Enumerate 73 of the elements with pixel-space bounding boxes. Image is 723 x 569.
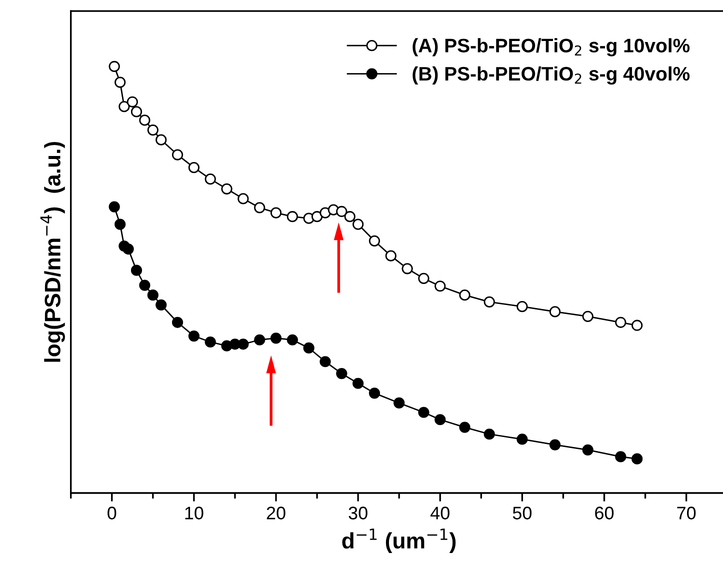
point: [336, 206, 348, 218]
point: [582, 310, 594, 322]
x-tick-label: 60: [595, 506, 614, 520]
point: [459, 422, 470, 433]
point: [238, 193, 249, 204]
point: [516, 434, 528, 445]
point: [254, 334, 266, 346]
point: [385, 250, 396, 262]
point: [352, 218, 364, 230]
point: [270, 207, 282, 218]
x-tick-label: 10: [185, 506, 204, 520]
point: [147, 290, 158, 301]
point: [118, 101, 130, 112]
point: [320, 356, 331, 368]
point: [368, 235, 380, 246]
point: [139, 280, 150, 291]
point: [172, 316, 184, 328]
point: [418, 272, 430, 284]
point: [172, 149, 184, 160]
x-tick-label: 50: [512, 506, 532, 520]
x-tick-label: 20: [266, 506, 286, 520]
point: [114, 218, 126, 230]
point: [114, 76, 126, 88]
point: [352, 378, 364, 389]
point: [632, 320, 643, 331]
point: [336, 368, 348, 380]
point: [221, 183, 232, 194]
point: [286, 334, 298, 346]
point: [311, 211, 323, 222]
point: [434, 414, 446, 426]
point: [418, 406, 430, 418]
point: [254, 202, 266, 214]
point: [402, 263, 413, 274]
point: [204, 174, 216, 185]
x-tick-label: 30: [348, 506, 368, 520]
point: [122, 243, 134, 255]
y-axis-title: log(PSD/nm$^{−4}$) (a.u.): [40, 142, 65, 362]
point: [615, 316, 626, 328]
point: [108, 60, 120, 72]
x-axis-title: d$^{−1}$ (um$^{−1}$): [342, 528, 456, 554]
point: [344, 211, 356, 222]
point: [303, 342, 314, 354]
point: [394, 397, 405, 409]
point: [434, 280, 446, 292]
point: [139, 114, 150, 126]
point: [582, 444, 594, 456]
x-tick-label: 40: [430, 506, 450, 520]
point: [130, 264, 142, 276]
point: [270, 332, 282, 344]
point: [549, 439, 561, 450]
point: [130, 106, 142, 118]
point: [615, 451, 626, 462]
point: [156, 134, 167, 146]
x-tick-label: 0: [108, 506, 116, 520]
point: [368, 388, 380, 399]
point: [147, 124, 158, 136]
point: [484, 296, 495, 308]
point: [126, 96, 138, 108]
legend-label: (A) PS-b-PEO/TiO$_{2}$ s-g 10vol%: [412, 38, 690, 56]
point: [188, 330, 200, 342]
point: [204, 336, 216, 348]
point: [238, 338, 249, 350]
point: [549, 306, 561, 318]
point: [632, 453, 643, 464]
point: [156, 299, 167, 310]
point: [484, 428, 495, 440]
legend-label: (B) PS-b-PEO/TiO$_{2}$ s-g 40vol%: [412, 66, 690, 85]
point: [516, 301, 528, 312]
point: [459, 290, 470, 301]
x-tick-label: 70: [677, 506, 696, 520]
point: [188, 162, 200, 174]
point: [108, 201, 120, 212]
point: [286, 211, 298, 222]
